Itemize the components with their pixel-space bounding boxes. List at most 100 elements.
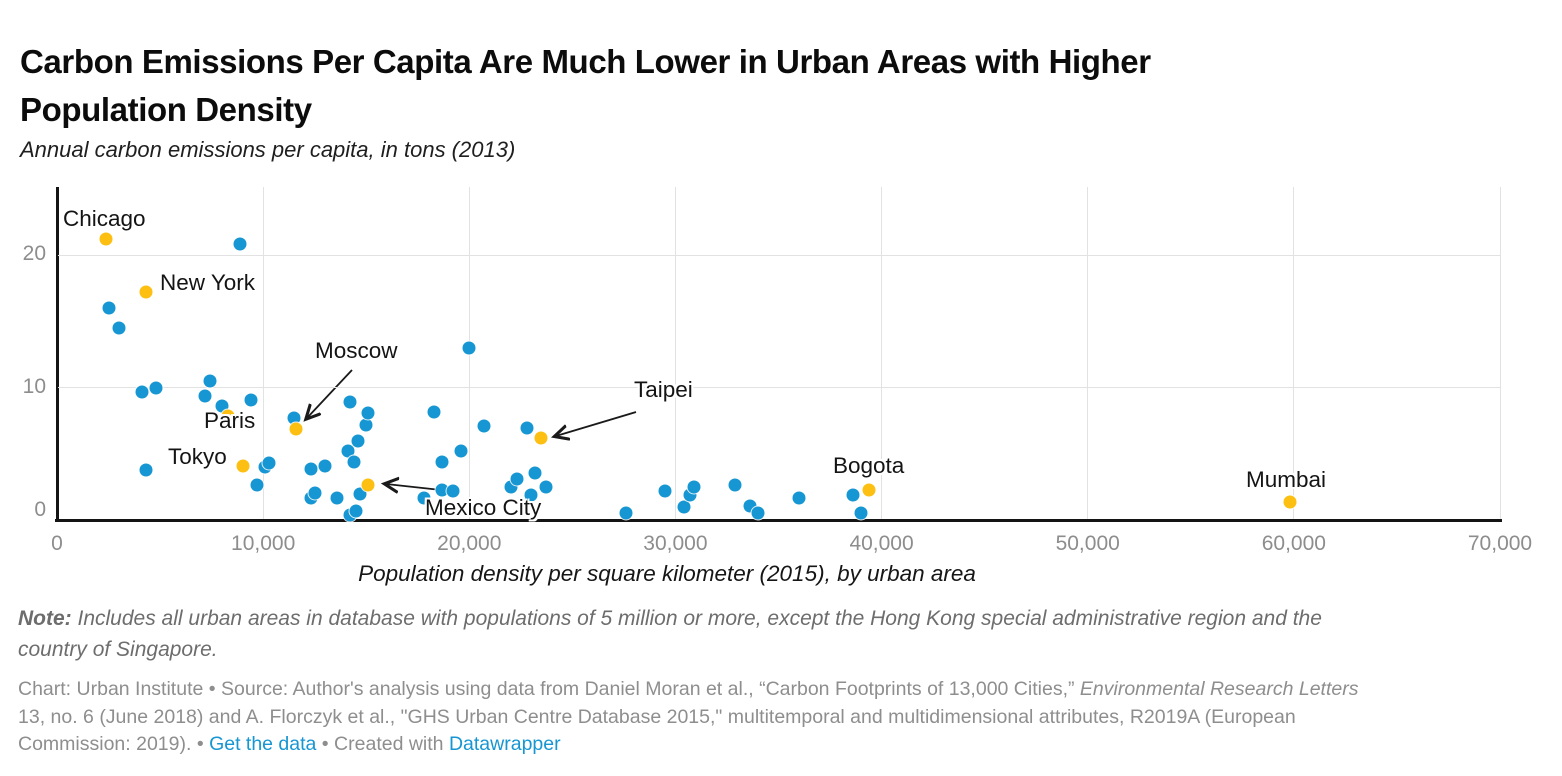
data-point[interactable]	[304, 462, 318, 476]
x-tick-label: 30,000	[643, 532, 708, 555]
data-point-new-york[interactable]	[139, 285, 153, 299]
footer-line-2: 13, no. 6 (June 2018) and A. Florczyk et…	[18, 704, 1550, 732]
footer-line-3: Commission: 2019). • Get the data • Crea…	[18, 731, 1550, 759]
data-point[interactable]	[347, 455, 361, 469]
data-point[interactable]	[751, 506, 765, 520]
credit-text: • Created with	[316, 733, 449, 755]
y-gridline	[58, 387, 1500, 389]
x-tick-label: 40,000	[849, 532, 914, 555]
data-point[interactable]	[330, 491, 344, 505]
data-point[interactable]	[244, 393, 258, 407]
chart-title: Carbon Emissions Per Capita Are Much Low…	[20, 38, 1151, 134]
chart-title-line1: Carbon Emissions Per Capita Are Much Low…	[20, 43, 1151, 81]
data-point[interactable]	[149, 381, 163, 395]
data-point[interactable]	[427, 405, 441, 419]
x-tick-label: 20,000	[437, 532, 502, 555]
data-point[interactable]	[510, 472, 524, 486]
data-point-mumbai[interactable]	[1283, 495, 1297, 509]
data-point[interactable]	[520, 421, 534, 435]
footer-credits: Chart: Urban Institute • Source: Author'…	[18, 676, 1550, 759]
y-tick-label: 20	[22, 242, 46, 265]
city-label-bogota: Bogota	[833, 453, 905, 478]
x-tick-label: 70,000	[1467, 532, 1533, 555]
data-point[interactable]	[318, 459, 332, 473]
credit-text: 13, no. 6 (June 2018) and A. Florczyk et…	[18, 705, 1296, 728]
data-point-mexico-city[interactable]	[361, 478, 375, 492]
data-point[interactable]	[677, 500, 691, 514]
data-point[interactable]	[417, 491, 431, 505]
data-point[interactable]	[112, 321, 126, 335]
data-point[interactable]	[203, 374, 217, 388]
datawrapper-link[interactable]: Datawrapper	[448, 733, 561, 755]
data-point[interactable]	[477, 419, 491, 433]
data-point[interactable]	[233, 237, 247, 251]
data-point[interactable]	[539, 480, 553, 494]
y-gridline	[58, 254, 1500, 256]
get-the-data-link[interactable]: Get the data	[209, 733, 317, 755]
data-point[interactable]	[139, 463, 153, 477]
taipei-arrow	[556, 411, 637, 436]
credit-text: Chart: Urban Institute • Source: Author'…	[18, 678, 1080, 700]
note: Note: Includes all urban areas in databa…	[18, 603, 1550, 665]
data-point-chicago[interactable]	[99, 232, 113, 246]
data-point[interactable]	[349, 504, 363, 518]
data-point[interactable]	[435, 483, 449, 497]
data-point[interactable]	[250, 478, 264, 492]
x-gridline	[262, 187, 264, 519]
data-point[interactable]	[435, 455, 449, 469]
x-gridline	[1293, 187, 1295, 519]
data-point[interactable]	[454, 444, 468, 458]
data-point-moscow[interactable]	[289, 422, 303, 436]
data-point-paris[interactable]	[221, 409, 235, 423]
data-point[interactable]	[359, 418, 373, 432]
data-point[interactable]	[361, 406, 375, 420]
x-tick-label: 60,000	[1261, 532, 1326, 555]
note-line1: Note: Includes all urban areas in databa…	[18, 607, 1322, 630]
data-point-bogota[interactable]	[862, 483, 876, 497]
x-gridline	[674, 187, 676, 519]
city-label-mexico-city: Mexico City	[425, 495, 542, 520]
note-line2: country of Singapore.	[18, 638, 218, 661]
data-point[interactable]	[854, 506, 868, 520]
data-point[interactable]	[528, 466, 542, 480]
data-point[interactable]	[198, 389, 212, 403]
city-label-chicago: Chicago	[63, 206, 146, 231]
city-label-tokyo: Tokyo	[168, 444, 227, 469]
data-point[interactable]	[102, 301, 116, 315]
data-point[interactable]	[287, 411, 301, 425]
data-point[interactable]	[687, 480, 701, 494]
chart-subtitle: Annual carbon emissions per capita, in t…	[20, 137, 516, 162]
data-point[interactable]	[351, 434, 365, 448]
data-point-taipei[interactable]	[534, 431, 548, 445]
credit-text: Commission: 2019). •	[18, 733, 210, 755]
data-point[interactable]	[341, 444, 355, 458]
note-prefix: Note:	[18, 607, 72, 630]
data-point[interactable]	[619, 506, 633, 520]
x-gridline	[881, 187, 883, 519]
data-point[interactable]	[353, 487, 367, 501]
data-point[interactable]	[343, 395, 357, 409]
data-point[interactable]	[792, 491, 806, 505]
city-label-new-york: New York	[160, 270, 256, 295]
data-point-tokyo[interactable]	[236, 459, 250, 473]
y-axis-line	[56, 187, 59, 521]
data-point[interactable]	[462, 341, 476, 355]
city-label-paris: Paris	[204, 408, 256, 433]
x-tick-label: 50,000	[1055, 532, 1120, 555]
x-gridline	[1087, 187, 1089, 519]
mexico-city-arrow	[386, 484, 442, 490]
data-point[interactable]	[728, 478, 742, 492]
data-point[interactable]	[308, 486, 322, 500]
x-tick-label: 10,000	[231, 532, 296, 555]
city-label-mumbai: Mumbai	[1246, 467, 1327, 492]
city-label-moscow: Moscow	[315, 338, 398, 363]
x-axis-line	[55, 519, 1502, 522]
data-point[interactable]	[446, 484, 460, 498]
data-point[interactable]	[262, 456, 276, 470]
x-gridline	[1499, 187, 1501, 519]
city-label-taipei: Taipei	[634, 377, 693, 402]
data-point[interactable]	[846, 488, 860, 502]
data-point[interactable]	[135, 385, 149, 399]
data-point[interactable]	[524, 488, 538, 502]
data-point[interactable]	[658, 484, 672, 498]
